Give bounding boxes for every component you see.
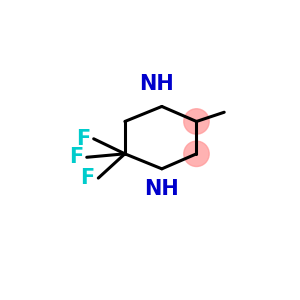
Circle shape	[184, 141, 209, 167]
Text: F: F	[69, 147, 83, 167]
Text: F: F	[76, 129, 90, 149]
Text: NH: NH	[145, 179, 179, 199]
Text: F: F	[81, 168, 95, 188]
Circle shape	[184, 109, 209, 134]
Text: NH: NH	[139, 74, 173, 94]
